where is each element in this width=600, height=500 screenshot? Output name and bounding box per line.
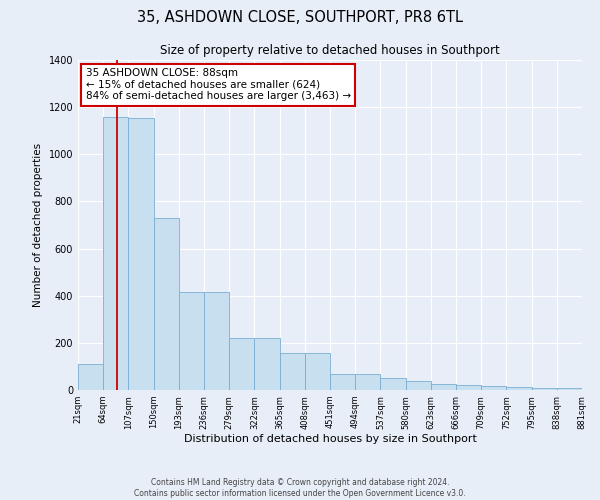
Bar — [481, 386, 506, 390]
Bar — [330, 374, 355, 390]
Bar — [280, 354, 305, 390]
Bar — [532, 388, 557, 390]
Text: 35 ASHDOWN CLOSE: 88sqm
← 15% of detached houses are smaller (624)
84% of semi-d: 35 ASHDOWN CLOSE: 88sqm ← 15% of detache… — [86, 68, 350, 102]
Bar — [355, 374, 380, 390]
Bar — [431, 384, 456, 390]
Bar — [254, 338, 280, 390]
Bar — [204, 292, 229, 390]
Bar — [305, 354, 330, 390]
Bar — [406, 380, 431, 390]
Bar — [78, 364, 103, 390]
Text: Contains HM Land Registry data © Crown copyright and database right 2024.
Contai: Contains HM Land Registry data © Crown c… — [134, 478, 466, 498]
X-axis label: Distribution of detached houses by size in Southport: Distribution of detached houses by size … — [184, 434, 476, 444]
Bar — [128, 118, 154, 390]
Bar — [557, 388, 582, 390]
Bar — [103, 116, 128, 390]
Bar — [229, 338, 254, 390]
Bar — [154, 218, 179, 390]
Y-axis label: Number of detached properties: Number of detached properties — [33, 143, 43, 307]
Bar — [456, 386, 481, 390]
Text: 35, ASHDOWN CLOSE, SOUTHPORT, PR8 6TL: 35, ASHDOWN CLOSE, SOUTHPORT, PR8 6TL — [137, 10, 463, 25]
Bar — [506, 387, 532, 390]
Bar — [380, 378, 406, 390]
Bar — [179, 292, 204, 390]
Title: Size of property relative to detached houses in Southport: Size of property relative to detached ho… — [160, 44, 500, 58]
